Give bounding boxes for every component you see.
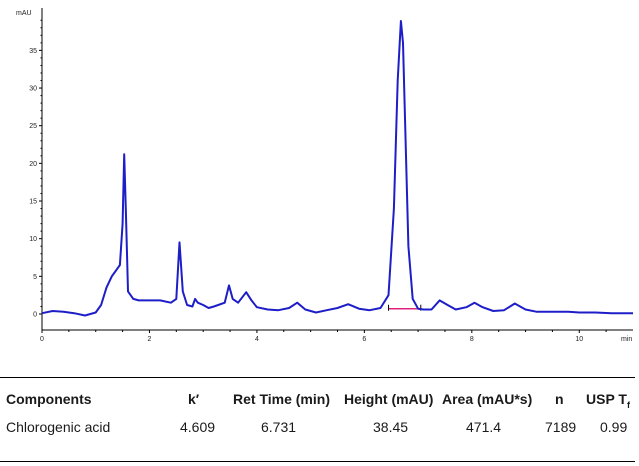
cell-ret-time: 6.731 [261, 419, 297, 435]
x-tick-label: 0 [40, 336, 44, 343]
table-bottom-rule [0, 461, 635, 462]
cell-n: 7189 [545, 419, 577, 435]
header-height: Height (mAU) [344, 391, 434, 407]
header-ret-time: Ret Time (min) [233, 391, 330, 407]
usp-t-label: USP T [586, 391, 627, 407]
usp-subscript: f [626, 400, 630, 410]
x-tick-label: 2 [148, 336, 152, 343]
cell-usp-tf: 0.99 [600, 419, 628, 435]
header-usp-tf: USP Tf [586, 391, 630, 410]
y-tick-label: 20 [29, 161, 37, 168]
y-axis-label: mAU [16, 10, 32, 17]
header-area: Area (mAU*s) [442, 391, 533, 407]
chromatogram-trace [41, 20, 633, 317]
x-tick-label: 6 [362, 336, 366, 343]
ticks: 0 5 10 15 20 25 30 35 0 2 4 6 8 10 [29, 19, 607, 343]
y-tick-label: 0 [33, 312, 37, 319]
header-n: n [555, 391, 564, 407]
plot-area [41, 20, 633, 317]
chromatogram-chart: 0 5 10 15 20 25 30 35 0 2 4 6 8 10 mAU min [16, 8, 633, 343]
x-tick-label: 4 [255, 336, 259, 343]
axes [41, 8, 633, 331]
y-tick-label: 30 [29, 86, 37, 93]
y-tick-label: 25 [29, 123, 37, 130]
cell-component: Chlorogenic acid [6, 419, 111, 435]
y-tick-label: 35 [29, 48, 37, 55]
y-tick-label: 5 [33, 274, 37, 281]
cell-k-prime: 4.609 [180, 419, 216, 435]
y-tick-label: 10 [29, 236, 37, 243]
table-top-rule [0, 377, 635, 378]
header-components: Components [6, 391, 92, 407]
x-tick-label: 8 [470, 336, 474, 343]
x-axis-label: min [621, 336, 632, 343]
y-tick-label: 15 [29, 199, 37, 206]
cell-area: 471.4 [466, 419, 502, 435]
cell-height: 38.45 [373, 419, 409, 435]
header-k-prime: k′ [188, 391, 200, 407]
x-tick-label: 10 [575, 336, 583, 343]
